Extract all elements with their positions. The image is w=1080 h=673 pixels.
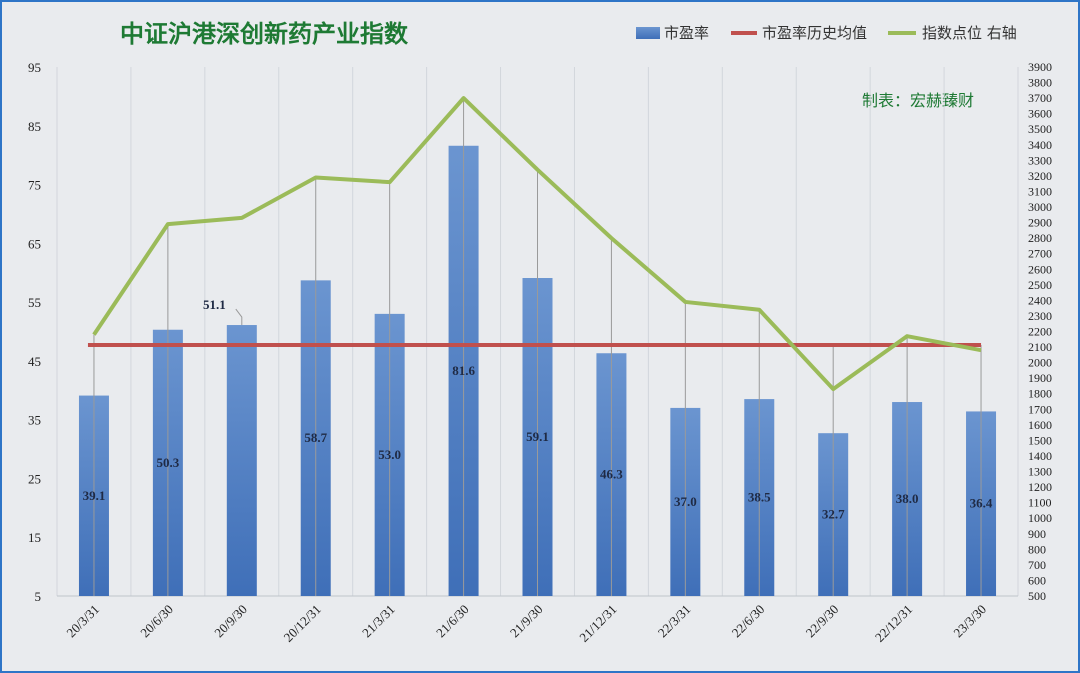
y-right-tick-label: 900 bbox=[1028, 527, 1046, 541]
y-right-tick-label: 2700 bbox=[1028, 247, 1052, 261]
y-left-tick-label: 85 bbox=[28, 119, 41, 134]
y-right-tick-label: 2300 bbox=[1028, 309, 1052, 323]
y-right-tick-label: 1500 bbox=[1028, 433, 1052, 447]
y-left-tick-label: 75 bbox=[28, 178, 41, 193]
y-left-tick-label: 15 bbox=[28, 530, 41, 545]
x-tick-label: 20/12/31 bbox=[281, 602, 324, 645]
y-right-tick-label: 2600 bbox=[1028, 262, 1052, 276]
x-tick-label: 20/9/30 bbox=[211, 602, 250, 641]
x-tick-label: 21/9/30 bbox=[507, 602, 546, 641]
data-label: 37.0 bbox=[674, 494, 697, 509]
x-tick-label: 21/3/31 bbox=[359, 602, 398, 641]
y-right-tick-label: 600 bbox=[1028, 573, 1046, 587]
y-right-tick-label: 1600 bbox=[1028, 418, 1052, 432]
y-right-tick-label: 3900 bbox=[1028, 60, 1052, 74]
legend-label-index: 指数点位 右轴 bbox=[922, 24, 1017, 42]
y-right-tick-label: 1400 bbox=[1028, 449, 1052, 463]
x-tick-label: 22/9/30 bbox=[803, 602, 842, 641]
x-tick-label: 21/6/30 bbox=[433, 602, 472, 641]
legend-label-pe: 市盈率 bbox=[664, 24, 709, 42]
y-right-tick-label: 3100 bbox=[1028, 184, 1052, 198]
y-right-tick-label: 2000 bbox=[1028, 356, 1052, 370]
y-left-tick-label: 55 bbox=[28, 295, 41, 310]
chart-credit: 制表：宏赫臻财 bbox=[862, 91, 974, 110]
data-label: 58.7 bbox=[304, 430, 327, 445]
y-right-tick-label: 800 bbox=[1028, 542, 1046, 556]
y-right-tick-label: 2900 bbox=[1028, 216, 1052, 230]
y-right-tick-label: 1100 bbox=[1028, 496, 1052, 510]
y-right-tick-label: 700 bbox=[1028, 558, 1046, 572]
y-right-tick-label: 3300 bbox=[1028, 153, 1052, 167]
data-label: 39.1 bbox=[83, 488, 106, 503]
data-label: 50.3 bbox=[157, 455, 180, 470]
x-tick-label: 21/12/31 bbox=[576, 602, 619, 645]
y-left-tick-label: 95 bbox=[28, 60, 41, 75]
data-label: 59.1 bbox=[526, 429, 549, 444]
y-right-tick-label: 2200 bbox=[1028, 325, 1052, 339]
y-right-tick-label: 1800 bbox=[1028, 387, 1052, 401]
y-right-tick-label: 3200 bbox=[1028, 169, 1052, 183]
leader-line bbox=[235, 308, 243, 326]
data-label: 51.1 bbox=[203, 297, 226, 312]
y-right-tick-label: 500 bbox=[1028, 589, 1046, 603]
y-right-tick-label: 3000 bbox=[1028, 200, 1052, 214]
data-label: 38.0 bbox=[896, 491, 919, 506]
y-left-tick-label: 5 bbox=[35, 589, 42, 604]
y-right-tick-label: 1700 bbox=[1028, 402, 1052, 416]
y-right-tick-label: 1200 bbox=[1028, 480, 1052, 494]
x-tick-label: 22/3/31 bbox=[655, 602, 694, 641]
y-right-tick-label: 2800 bbox=[1028, 231, 1052, 245]
y-right-tick-label: 1900 bbox=[1028, 371, 1052, 385]
data-label: 32.7 bbox=[822, 507, 845, 522]
x-tick-label: 23/3/30 bbox=[950, 602, 989, 641]
y-right-tick-label: 2100 bbox=[1028, 340, 1052, 354]
y-right-tick-label: 3800 bbox=[1028, 76, 1052, 90]
y-right-tick-label: 3500 bbox=[1028, 122, 1052, 136]
x-tick-label: 22/6/30 bbox=[729, 602, 768, 641]
legend: 市盈率 市盈率历史均值 指数点位 右轴 bbox=[636, 24, 1017, 42]
y-right-tick-label: 3700 bbox=[1028, 91, 1052, 105]
x-tick-label: 20/6/30 bbox=[137, 602, 176, 641]
data-label: 38.5 bbox=[748, 490, 771, 505]
y-right-tick-label: 3400 bbox=[1028, 138, 1052, 152]
y-left-tick-label: 25 bbox=[28, 471, 41, 486]
y-right-tick-label: 2400 bbox=[1028, 293, 1052, 307]
series-line-index bbox=[92, 96, 982, 392]
data-label: 81.6 bbox=[452, 363, 475, 378]
data-label: 36.4 bbox=[970, 496, 993, 511]
bar-pe bbox=[226, 325, 257, 596]
y-right-tick-label: 3600 bbox=[1028, 107, 1052, 121]
y-right-tick-label: 1300 bbox=[1028, 465, 1052, 479]
y-right-tick-label: 2500 bbox=[1028, 278, 1052, 292]
y-right-tick-label: 1000 bbox=[1028, 511, 1052, 525]
data-label: 53.0 bbox=[378, 447, 401, 462]
x-tick-label: 20/3/31 bbox=[63, 602, 102, 641]
data-label: 46.3 bbox=[600, 467, 623, 482]
y-left-tick-label: 35 bbox=[28, 413, 41, 428]
y-left-tick-label: 45 bbox=[28, 354, 41, 369]
chart-title: 中证沪港深创新药产业指数 bbox=[120, 20, 409, 48]
y-left-tick-label: 65 bbox=[28, 236, 41, 251]
legend-label-mean: 市盈率历史均值 bbox=[762, 24, 867, 42]
legend-swatch-pe bbox=[636, 27, 660, 39]
x-tick-label: 22/12/31 bbox=[872, 602, 915, 645]
